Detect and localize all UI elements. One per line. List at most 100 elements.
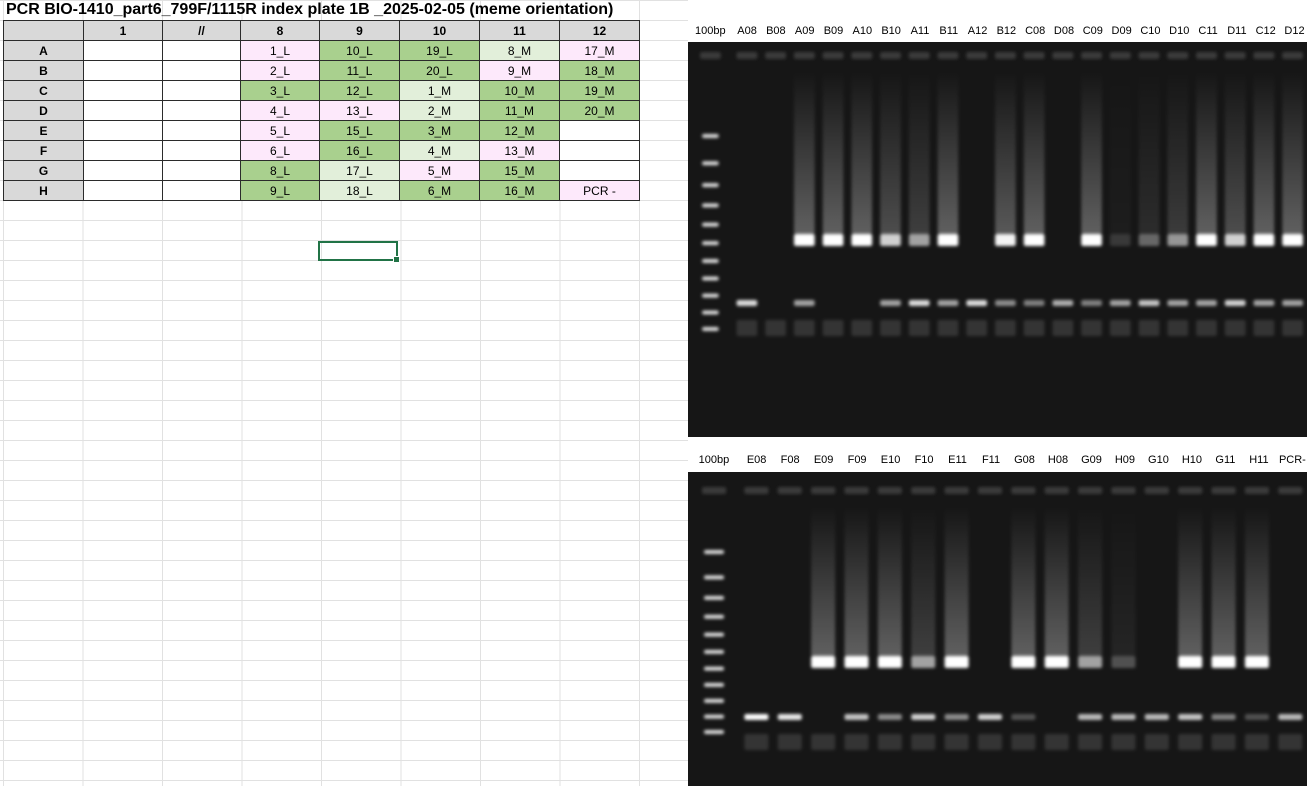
plate-cell[interactable]: 6_L (240, 140, 320, 161)
plate-cell[interactable] (162, 160, 241, 181)
gel-well (1111, 487, 1136, 494)
plate-cell[interactable]: 18_L (319, 180, 400, 201)
plate-column-header[interactable]: 8 (240, 20, 320, 41)
plate-cell[interactable] (162, 40, 241, 61)
plate-cell[interactable] (83, 140, 163, 161)
plate-cell[interactable]: 4_M (399, 140, 480, 161)
plate-row-header[interactable]: G (3, 160, 84, 181)
small-band (1011, 714, 1036, 720)
plate-cell[interactable] (162, 80, 241, 101)
plate-cell[interactable]: 20_M (559, 100, 640, 121)
primer-dimer-haze (877, 734, 902, 750)
plate-column-header[interactable]: 1 (83, 20, 163, 41)
plate-cell[interactable]: 2_M (399, 100, 480, 121)
primer-dimer-haze (1109, 320, 1131, 336)
gel-smear (1211, 507, 1236, 656)
plate-cell[interactable]: 12_M (479, 120, 560, 141)
plate-cell[interactable]: 10_M (479, 80, 560, 101)
plate-row-header[interactable]: D (3, 100, 84, 121)
ladder-band (704, 649, 725, 654)
plate-row-header[interactable]: E (3, 120, 84, 141)
plate-cell[interactable]: 13_M (479, 140, 560, 161)
small-band (995, 300, 1016, 306)
plate-cell[interactable]: 1_L (240, 40, 320, 61)
plate-column-header[interactable]: 12 (559, 20, 640, 41)
plate-row-header[interactable]: H (3, 180, 84, 201)
plate-cell[interactable] (559, 160, 640, 181)
plate-cell[interactable]: 5_L (240, 120, 320, 141)
plate-cell[interactable]: PCR - (559, 180, 640, 201)
lane-label: G10 (1148, 454, 1169, 466)
plate-cell[interactable] (83, 60, 163, 81)
plate-cell[interactable]: 11_M (479, 100, 560, 121)
plate-cell[interactable]: 12_L (319, 80, 400, 101)
plate-cell[interactable]: 9_M (479, 60, 560, 81)
plate-cell[interactable] (559, 140, 640, 161)
plate-cell[interactable]: 17_M (559, 40, 640, 61)
plate-row-header[interactable]: B (3, 60, 84, 81)
plate-cell[interactable]: 1_M (399, 80, 480, 101)
ladder-band (704, 682, 725, 687)
plate-cell[interactable]: 17_L (319, 160, 400, 181)
primer-dimer-haze (1211, 734, 1236, 750)
plate-cell[interactable] (83, 120, 163, 141)
lane-label: B09 (823, 25, 844, 37)
plate-cell[interactable] (162, 120, 241, 141)
plate-cell[interactable]: 8_M (479, 40, 560, 61)
plate-cell[interactable]: 16_L (319, 140, 400, 161)
plate-row-header[interactable]: A (3, 40, 84, 61)
plate-column-header[interactable]: // (162, 20, 241, 41)
plate-cell[interactable]: 6_M (399, 180, 480, 201)
plate-cell[interactable]: 2_L (240, 60, 320, 81)
selected-cell[interactable] (318, 241, 400, 263)
plate-column-header[interactable]: 10 (399, 20, 480, 41)
primer-dimer-haze (966, 320, 988, 336)
plate-cell[interactable]: 9_L (240, 180, 320, 201)
plate-cell[interactable] (162, 140, 241, 161)
plate-cell[interactable] (162, 60, 241, 81)
gel-well (911, 487, 936, 494)
lane-label: E09 (813, 454, 834, 466)
small-band (937, 300, 959, 306)
ladder-band (702, 327, 719, 331)
plate-cell[interactable] (162, 180, 241, 201)
plate-cell[interactable]: 4_L (240, 100, 320, 121)
plate-column-header[interactable]: 11 (479, 20, 560, 41)
plate-cell[interactable]: 20_L (399, 60, 480, 81)
plate-row-header[interactable]: F (3, 140, 84, 161)
plate-cell[interactable]: 11_L (319, 60, 400, 81)
plate-cell[interactable]: 8_L (240, 160, 320, 181)
primer-dimer-haze (851, 320, 873, 336)
plate-cell[interactable]: 19_L (399, 40, 480, 61)
plate-cell[interactable] (162, 100, 241, 121)
plate-cell[interactable] (83, 80, 163, 101)
plate-cell[interactable] (83, 40, 163, 61)
plate-layout-table[interactable]: 1//8 9 10 11 12 A 1_L 10_L 19_L 8_M 17_M B 2_L 11_L 2… (3, 20, 640, 201)
plate-cell[interactable]: 16_M (479, 180, 560, 201)
primer-dimer-haze (977, 734, 1003, 750)
plate-cell[interactable]: 19_M (559, 80, 640, 101)
plate-cell[interactable] (559, 120, 640, 141)
plate-cell[interactable] (83, 100, 163, 121)
plate-cell[interactable]: 18_M (559, 60, 640, 81)
lane-label: A08 (737, 25, 757, 37)
gel-smear (1178, 507, 1203, 656)
primer-dimer-haze (1111, 734, 1136, 750)
amplicon-band (944, 656, 969, 668)
plate-cell[interactable]: 3_M (399, 120, 480, 141)
plate-cell[interactable] (83, 160, 163, 181)
plate-cell[interactable]: 15_L (319, 120, 400, 141)
plate-cell[interactable] (83, 180, 163, 201)
primer-dimer-haze (1023, 320, 1045, 336)
plate-column-header[interactable]: 9 (319, 20, 400, 41)
lane-label: H08 (1047, 454, 1069, 466)
plate-cell[interactable]: 10_L (319, 40, 400, 61)
plate-cell[interactable]: 15_M (479, 160, 560, 181)
plate-column-header[interactable] (3, 20, 84, 41)
gel-smear (944, 507, 969, 656)
plate-cell[interactable]: 13_L (319, 100, 400, 121)
plate-row-header[interactable]: C (3, 80, 84, 101)
plate-cell[interactable]: 5_M (399, 160, 480, 181)
gel-well (1052, 52, 1074, 59)
plate-cell[interactable]: 3_L (240, 80, 320, 101)
